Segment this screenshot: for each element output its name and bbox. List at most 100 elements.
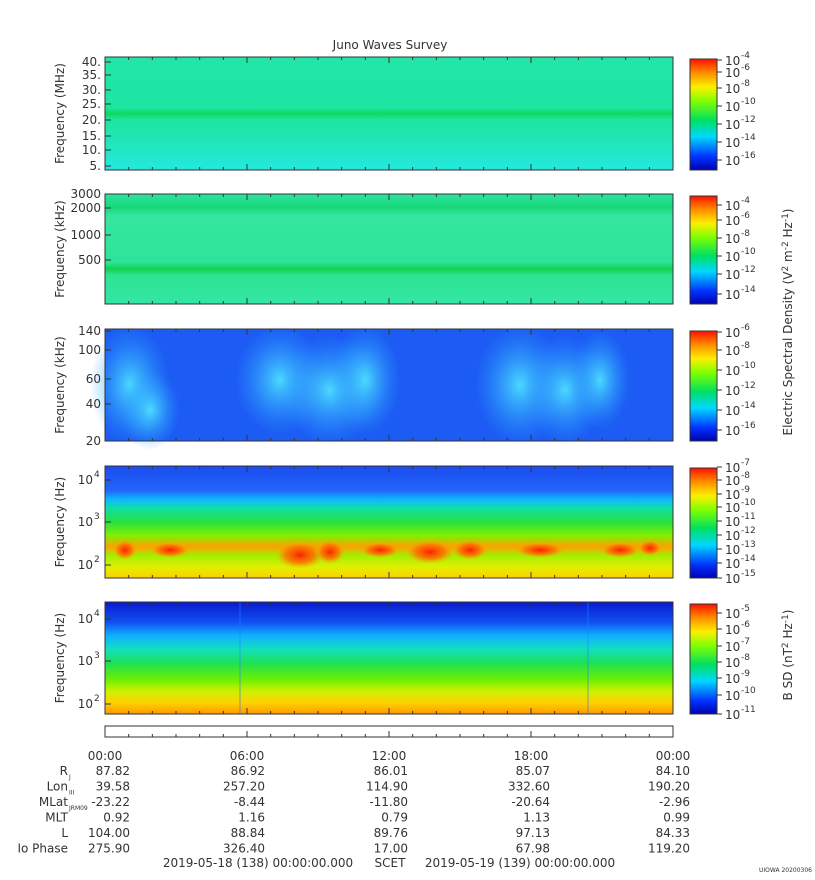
y-tick-label: 15. — [82, 129, 101, 143]
ephemeris-value: -2.96 — [659, 795, 690, 809]
colorbar-tick-label: 10 — [725, 268, 740, 282]
time-tick-label: 12:00 — [372, 749, 407, 763]
time-axis: 00:00 06:00 12:00 18:00 00:00 — [88, 725, 691, 763]
ephemeris-value: 39.58 — [96, 780, 130, 794]
colorbar-tick-exponent: -12 — [741, 526, 756, 536]
colorbar-tick-exponent: -12 — [741, 265, 756, 275]
ephemeris-label: MLat — [39, 795, 68, 809]
y-axis-label: Frequency (kHz) — [53, 200, 67, 297]
colorbar-tick-exponent: -8 — [741, 471, 750, 481]
colorbar-tick-exponent: -10 — [741, 686, 756, 696]
ephemeris-value: 1.13 — [523, 811, 550, 825]
spectrogram-1 — [105, 57, 673, 170]
colorbar-tick-label: 10 — [725, 288, 740, 302]
y-tick-label: 2000 — [70, 201, 101, 215]
ephemeris-value: 104.00 — [88, 826, 130, 840]
ephemeris-value: 84.10 — [656, 764, 690, 778]
y-tick-label: 20 — [86, 434, 101, 448]
colorbar-tick-label: 10 — [725, 529, 740, 543]
colorbar-tick-exponent: -14 — [741, 401, 756, 411]
colorbar-tick-exponent: -10 — [741, 498, 756, 508]
colorbar-tick-label: 10 — [725, 199, 740, 213]
colorbar-tick-label: 10 — [725, 501, 740, 515]
emission-band — [570, 330, 630, 430]
y-tick-exponent: 3 — [94, 651, 100, 661]
colorbar-tick-label: 10 — [725, 640, 740, 654]
y-tick-label: 10. — [82, 143, 101, 157]
ephemeris-label: R — [60, 764, 68, 778]
y-tick-exponent: 4 — [94, 609, 100, 619]
ephemeris-value: 326.40 — [223, 842, 265, 856]
colorbar-tick-label: 10 — [725, 154, 740, 168]
y-tick-label: 5. — [90, 159, 101, 173]
ephemeris-value: 87.82 — [96, 764, 130, 778]
colorbar-label-electric: Electric Spectral Density (V2 m-2 Hz-1) — [781, 208, 795, 435]
ephemeris-value: 88.84 — [231, 826, 265, 840]
colorbar-tick-exponent: -6 — [741, 323, 750, 333]
spectrogram-5 — [105, 602, 673, 714]
colorbar-tick-label: 10 — [725, 607, 740, 621]
y-tick-label: 1000 — [70, 228, 101, 242]
y-tick-label: 10 — [78, 473, 93, 487]
y-tick-label: 10 — [78, 654, 93, 668]
colorbar-tick-label: 10 — [725, 66, 740, 80]
stamp-label: UIOWA 20200306 — [759, 867, 812, 874]
colorbar-tick-exponent: -10 — [741, 247, 756, 257]
colorbar-tick-exponent: -14 — [741, 554, 756, 564]
ephemeris-value: 332.60 — [508, 780, 550, 794]
y-axis-label: Frequency (Hz) — [53, 613, 67, 704]
colorbar-tick-exponent: -7 — [741, 637, 750, 647]
colorbar-tick-label: 10 — [725, 672, 740, 686]
colorbar-tick-exponent: -4 — [741, 51, 750, 61]
y-tick-label: 10 — [78, 515, 93, 529]
colorbar-tick-exponent: -6 — [741, 620, 750, 630]
ephemeris-value: 97.13 — [516, 826, 550, 840]
ephemeris-value: -23.22 — [91, 795, 130, 809]
colorbar-tick-label: 10 — [725, 326, 740, 340]
colorbar-tick-exponent: -6 — [741, 211, 750, 221]
colorbar-tick-exponent: -16 — [741, 151, 756, 161]
colorbar-tick-exponent: -5 — [741, 604, 750, 614]
y-tick-label: 10 — [78, 697, 93, 711]
footer-scet-label: SCET — [375, 856, 407, 870]
y-tick-label: 25. — [82, 97, 101, 111]
colorbar-tick-exponent: -14 — [741, 133, 756, 143]
colorbar-tick-label: 10 — [725, 250, 740, 264]
colorbar-tick-label: 10 — [725, 656, 740, 670]
intense-emission — [452, 540, 488, 560]
colorbar-label-magnetic: B SD (nT2 Hz-1) — [781, 610, 795, 701]
colorbar-tick-label: 10 — [725, 543, 740, 557]
emission-band — [120, 370, 180, 450]
ephemeris-value: 0.99 — [663, 811, 690, 825]
colorbar-tick-label: 10 — [725, 557, 740, 571]
colorbar-tick-exponent: -12 — [741, 115, 756, 125]
chart-title: Juno Waves Survey — [332, 38, 448, 52]
ephemeris-label: MLT — [45, 811, 68, 825]
colorbar-tick-exponent: -10 — [741, 361, 756, 371]
intense-emission — [515, 542, 565, 558]
colorbar-tick-exponent: -11 — [741, 512, 756, 522]
colorbar-tick-exponent: -4 — [741, 196, 750, 206]
y-tick-exponent: 2 — [94, 694, 100, 704]
y-tick-label: 60 — [86, 372, 101, 386]
y-tick-label: 20. — [82, 113, 101, 127]
colorbar-tick-exponent: -12 — [741, 381, 756, 391]
intense-emission — [150, 542, 190, 558]
colorbar-tick-label: 10 — [725, 515, 740, 529]
panel-1: 40.35.30.25. 20. 15.10. 5. Frequency (MHz) 10… — [53, 51, 756, 173]
y-tick-label: 30. — [82, 83, 101, 97]
y-tick-exponent: 2 — [94, 555, 100, 565]
colorbar-scale — [689, 467, 718, 579]
time-tick-label: 06:00 — [230, 749, 265, 763]
intense-emission — [405, 540, 455, 564]
ephemeris-value: 257.20 — [223, 780, 265, 794]
ephemeris-value: 89.76 — [374, 826, 408, 840]
y-tick-label: 40 — [86, 397, 101, 411]
ephemeris-value: 0.92 — [103, 811, 130, 825]
time-tick-label: 00:00 — [656, 749, 691, 763]
time-tick-label: 00:00 — [88, 749, 123, 763]
